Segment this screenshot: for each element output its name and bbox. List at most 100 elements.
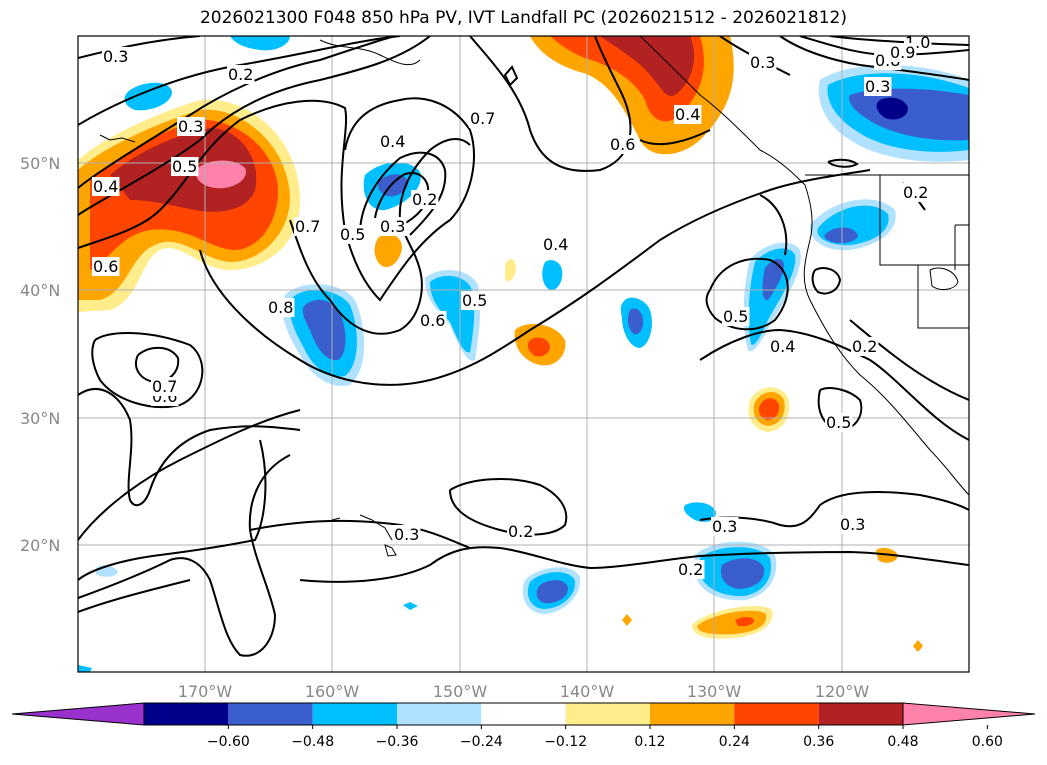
lat-tick-label: 50°N [20, 154, 60, 173]
contour-label: 0.3 [750, 53, 775, 72]
contour-label: 0.3 [712, 517, 737, 536]
contour-label: 0.6 [610, 135, 635, 154]
coastlines [99, 36, 969, 557]
contour-label-bg [677, 560, 705, 579]
contour-label-bg [839, 515, 867, 534]
contour-label: 0.3 [840, 515, 865, 534]
colorbar-extend-low [11, 702, 145, 726]
contour-label-bg [851, 337, 879, 356]
lat-tick-label: 30°N [20, 409, 60, 428]
contour-label: 0.2 [852, 337, 877, 356]
lon-tick-label: 120°W [815, 682, 870, 701]
contour-label: 0.4 [380, 132, 405, 151]
contour-label-bg [469, 109, 497, 128]
contour-label: 0.6 [420, 311, 445, 330]
colorbar-tick-label: 0.24 [719, 734, 750, 750]
colorbar-swatch [481, 703, 566, 725]
contour-label-bg [542, 235, 570, 254]
contour-label-bg [889, 43, 917, 62]
contour-label-bg [722, 307, 750, 326]
contour-label: 0.5 [340, 225, 365, 244]
contour-label: 0.4 [543, 235, 568, 254]
contour-label: 0.4 [93, 177, 118, 196]
lon-tick-label: 150°W [433, 682, 488, 701]
lon-tick-label: 140°W [560, 682, 615, 701]
contour-label-bg [769, 337, 797, 356]
contour-label: 0.3 [103, 47, 128, 66]
contour-label-bg [92, 257, 120, 276]
contour-label-bg [711, 517, 739, 536]
colorbar-frame [143, 702, 904, 726]
colorbar-tick-label: 0.36 [803, 734, 834, 750]
contour-label: 0.3 [178, 117, 203, 136]
max-anomaly-core [195, 160, 246, 189]
colorbar-tick-label: −0.60 [207, 734, 250, 750]
colorbar: −0.60 −0.48 −0.36 −0.24 −0.12 0.12 0.24 0.36 0.4… [11, 702, 1036, 750]
contour-label-bg [294, 217, 322, 236]
contour-label-bg [102, 47, 130, 66]
colorbar-swatch [734, 703, 819, 725]
colorbar-swatch [650, 703, 735, 725]
contour-label: 0.2 [678, 560, 703, 579]
colorbar-swatch [312, 703, 397, 725]
map-title: 2026021300 F048 850 hPa PV, IVT Landfall… [199, 8, 847, 28]
contour-labels: 0.3 0.2 0.3 0.5 0.4 0.6 0.7 0.4 0.2 0.3 … [92, 33, 932, 579]
colorbar-swatch [397, 703, 482, 725]
lat-tick-label: 20°N [20, 536, 60, 555]
colorbar-swatch [818, 703, 903, 725]
contour-label-bg [507, 522, 535, 541]
contour-label: 0.3 [380, 217, 405, 236]
contour-label: 0.6 [93, 257, 118, 276]
colorbar-tick-label: 0.48 [887, 734, 918, 750]
contour-label-bg [171, 157, 199, 176]
lat-tick-labels: 50°N 40°N 30°N 20°N [20, 154, 60, 555]
lon-tick-labels: 170°W 160°W 150°W 140°W 130°W 120°W [178, 682, 870, 701]
colorbar-tick-label: 0.60 [972, 734, 1003, 750]
contour-label: 0.5 [723, 307, 748, 326]
contour-label-bg [379, 132, 407, 151]
colorbar-tick-label: −0.36 [376, 734, 419, 750]
contour-label: 0.7 [152, 377, 177, 396]
contour-label-bg [393, 525, 421, 544]
contour-label: 0.5 [172, 157, 197, 176]
colorbar-swatch [565, 703, 650, 725]
contour-label: 0.5 [462, 291, 487, 310]
colorbar-swatch [144, 703, 229, 725]
contour-label-bg [749, 53, 777, 72]
contour-label-bg [177, 117, 205, 136]
contour-label-bg [609, 135, 637, 154]
contour-label: 0.5 [826, 413, 851, 432]
contour-label: 0.7 [470, 109, 495, 128]
contour-label: 0.2 [903, 183, 928, 202]
graticule [78, 36, 969, 672]
colorbar-extend-high [902, 702, 1036, 726]
contour-label-bg [339, 225, 367, 244]
colorbar-tick-label: −0.48 [291, 734, 334, 750]
contour-label-bg [379, 217, 407, 236]
contour-label-bg [461, 291, 489, 310]
lon-tick-label: 170°W [178, 682, 233, 701]
contour-label-bg [419, 311, 447, 330]
contour-label-bg [902, 183, 930, 202]
colorbar-swatch [228, 703, 313, 725]
contour-label-bg [227, 65, 255, 84]
contour-label-bg [92, 177, 120, 196]
contour-label: 0.8 [268, 298, 293, 317]
contour-label-bg [267, 298, 295, 317]
contour-label-bg [864, 77, 892, 96]
contour-label: 0.4 [675, 105, 700, 124]
colorbar-tick-label: −0.12 [544, 734, 587, 750]
contour-label: 0.3 [394, 525, 419, 544]
pv-shading [78, 36, 969, 672]
contour-label: 0.2 [508, 522, 533, 541]
lon-tick-label: 130°W [687, 682, 742, 701]
contour-label-bg [411, 190, 439, 209]
contour-label-bg [825, 413, 853, 432]
contour-label: 0.2 [412, 190, 437, 209]
contour-label: 0.9 [890, 43, 915, 62]
contour-label: 0.7 [295, 217, 320, 236]
contour-label: 0.3 [865, 77, 890, 96]
colorbar-tick-label: 0.12 [634, 734, 665, 750]
contour-label-bg [674, 105, 702, 124]
